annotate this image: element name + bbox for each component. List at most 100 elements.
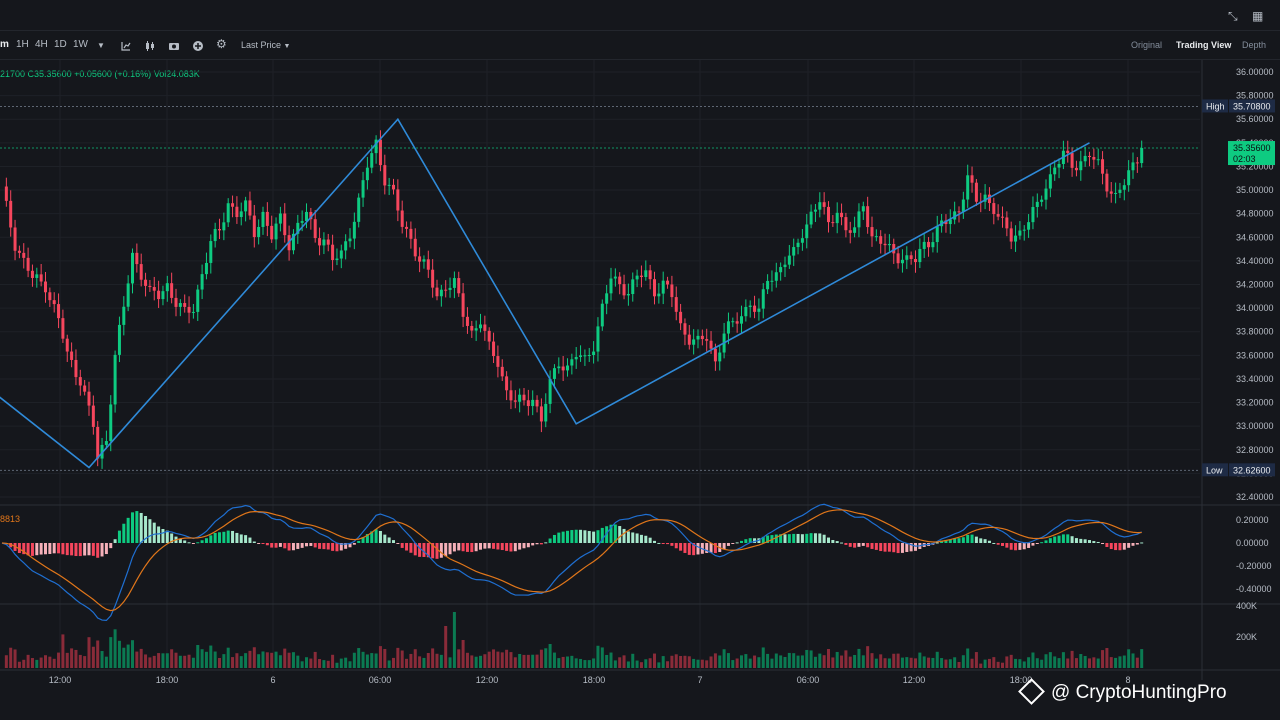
- macd-bar: [191, 543, 195, 544]
- macd-panel: [1, 503, 1144, 621]
- candle: [139, 264, 143, 280]
- macd-bar: [779, 534, 783, 543]
- macd-bar: [531, 543, 535, 546]
- volume-bar: [500, 652, 504, 668]
- candle: [331, 244, 335, 261]
- macd-bar: [1022, 543, 1026, 550]
- candle: [444, 289, 448, 291]
- volume-bar: [204, 651, 208, 668]
- candle: [383, 165, 387, 186]
- candle: [305, 211, 308, 222]
- candle: [909, 255, 913, 260]
- volume-bar: [726, 653, 730, 668]
- volume-bar: [283, 648, 287, 668]
- macd-tick-label: -0.20000: [1236, 561, 1272, 571]
- interval-1d[interactable]: 1D: [54, 39, 67, 50]
- price-chart[interactable]: 36.0000035.8000035.6000035.4000035.20000…: [0, 60, 1280, 720]
- price-tick-label: 33.40000: [1236, 374, 1274, 384]
- volume-bar: [1070, 650, 1074, 668]
- macd-bar: [479, 543, 482, 550]
- interval-1w[interactable]: 1W: [73, 39, 88, 50]
- candlestick-type-icon[interactable]: [144, 40, 156, 52]
- candle: [413, 238, 417, 257]
- caret-down-icon[interactable]: ▼: [97, 41, 105, 50]
- candle: [1118, 189, 1122, 193]
- watermark: @ CryptoHuntingPro: [1018, 677, 1227, 708]
- view-original[interactable]: Original: [1131, 40, 1163, 50]
- macd-bar: [600, 527, 604, 543]
- macd-bar: [65, 543, 69, 556]
- candle: [187, 306, 191, 313]
- candle: [457, 278, 461, 294]
- candle: [613, 276, 617, 279]
- candle: [270, 225, 274, 240]
- volume-bar: [940, 658, 944, 668]
- volume-bar: [1066, 658, 1070, 668]
- last-price-value: 35.35600: [1233, 143, 1271, 153]
- volume-bar: [592, 658, 596, 668]
- interval-minutes[interactable]: m: [0, 39, 9, 50]
- volume-bar: [100, 651, 104, 668]
- macd-bar: [753, 538, 757, 543]
- candle: [109, 404, 113, 442]
- candle: [170, 283, 174, 298]
- volume-bar: [117, 640, 121, 668]
- macd-bar: [583, 530, 587, 543]
- candle: [209, 241, 213, 263]
- view-depth[interactable]: Depth: [1242, 40, 1267, 50]
- candle: [183, 303, 187, 307]
- macd-bar: [887, 543, 891, 552]
- tag-value-box: [1229, 99, 1275, 113]
- macd-bar: [1074, 538, 1078, 543]
- volume-bar: [905, 657, 909, 668]
- price-type-dropdown[interactable]: Last Price ▼: [241, 40, 290, 50]
- candle: [1127, 170, 1131, 186]
- macd-bar: [557, 532, 561, 543]
- candle: [278, 213, 282, 224]
- camera-icon[interactable]: [168, 40, 180, 52]
- volume-bar: [1040, 659, 1044, 668]
- volume-bar: [700, 659, 704, 668]
- candle: [957, 211, 961, 213]
- candle: [883, 243, 887, 246]
- candle: [592, 351, 596, 355]
- collapse-icon[interactable]: ⤡: [1228, 9, 1238, 23]
- settings-gear-icon[interactable]: ⚙: [216, 37, 227, 51]
- time-tick-label: 8: [1125, 675, 1130, 685]
- macd-bar: [335, 543, 339, 552]
- tag-label-box: [1202, 463, 1228, 477]
- volume-bar: [426, 652, 430, 668]
- volume-bar: [13, 649, 17, 668]
- macd-bar: [70, 543, 74, 556]
- candle: [426, 259, 430, 270]
- volume-bar: [696, 659, 700, 668]
- volume-bar: [326, 660, 330, 668]
- volume-bar: [774, 653, 778, 668]
- macd-bar: [48, 543, 52, 554]
- macd-bar: [78, 543, 82, 557]
- interval-4h[interactable]: 4H: [35, 39, 48, 50]
- macd-bar: [439, 543, 443, 558]
- candle: [740, 316, 743, 324]
- interval-1h[interactable]: 1H: [16, 39, 29, 50]
- macd-tick-label: 0.00000: [1236, 538, 1269, 548]
- macd-bar: [696, 543, 700, 555]
- macd-bar: [674, 543, 678, 549]
- candle: [813, 209, 817, 212]
- indicator-icon[interactable]: [120, 40, 132, 52]
- candle: [104, 441, 108, 445]
- macd-bar: [1040, 542, 1044, 544]
- volume-bar: [1079, 654, 1083, 668]
- volume-bar: [535, 654, 539, 668]
- candle: [274, 223, 278, 240]
- grid-layout-icon[interactable]: ▦: [1252, 9, 1264, 23]
- macd-bar: [870, 543, 874, 549]
- add-icon[interactable]: [192, 40, 204, 52]
- macd-bar: [900, 543, 904, 553]
- volume-bar: [122, 647, 126, 668]
- volume-bar: [561, 656, 565, 668]
- macd-bar: [83, 543, 87, 556]
- view-trading-view[interactable]: Trading View: [1176, 40, 1232, 50]
- macd-bar: [774, 534, 778, 543]
- macd-bar: [235, 532, 239, 543]
